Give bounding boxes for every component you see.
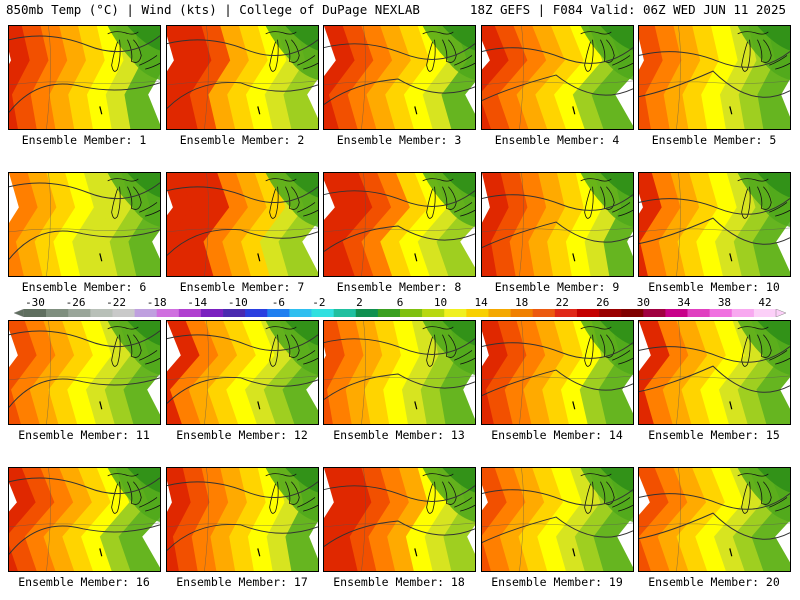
colorbar-segment — [643, 309, 666, 317]
colorbar-segment — [444, 309, 467, 317]
ensemble-map-panel — [166, 467, 319, 572]
colorbar-segment — [289, 309, 312, 317]
ensemble-map-panel — [8, 25, 161, 130]
ensemble-map-panel — [166, 25, 319, 130]
ensemble-member-label: Ensemble Member: 13 — [333, 428, 465, 442]
ensemble-member-label: Ensemble Member: 1 — [21, 133, 147, 147]
colorbar-segment — [245, 309, 268, 317]
ensemble-map-panel — [481, 467, 634, 572]
colorbar-tick-label: 42 — [758, 296, 772, 309]
colorbar-segment — [709, 309, 733, 317]
colorbar-tick-label: 10 — [433, 296, 448, 309]
colorbar-segment — [90, 309, 113, 317]
colorbar-segment — [621, 309, 644, 317]
ensemble-member-label: Ensemble Member: 15 — [648, 428, 780, 442]
model-run-info: 18Z GEFS | F084 Valid: 06Z WED JUN 11 20… — [469, 2, 786, 17]
ensemble-member-label: Ensemble Member: 3 — [336, 133, 462, 147]
colorbar-segment — [422, 309, 445, 317]
colorbar-tick-labels: -30 -26 -22 -18 -14 -10 -6 -2 2 6 10 14 18 22 26 30 34 38… — [0, 296, 800, 309]
temperature-colorbar — [14, 309, 786, 317]
ensemble-member-label: Ensemble Member: 4 — [494, 133, 620, 147]
ensemble-map-panel — [8, 467, 161, 572]
ensemble-map-panel — [638, 172, 791, 277]
colorbar-tick-label: -18 — [146, 296, 167, 309]
colorbar-tick-label: -22 — [106, 296, 127, 309]
ensemble-member-label: Ensemble Member: 16 — [18, 575, 150, 589]
colorbar-segment — [200, 309, 224, 317]
ensemble-map-panel — [323, 320, 476, 425]
colorbar-tick-label: -30 — [25, 296, 45, 309]
ensemble-member-label: Ensemble Member: 6 — [21, 280, 147, 294]
colorbar-segment — [24, 309, 47, 317]
colorbar-segment — [687, 309, 710, 317]
ensemble-map-panel — [166, 172, 319, 277]
ensemble-map-panel — [481, 320, 634, 425]
colorbar-tick-label: 6 — [396, 296, 404, 309]
ensemble-member-label: Ensemble Member: 11 — [18, 428, 150, 442]
colorbar-tick-label: -14 — [187, 296, 208, 309]
colorbar-tick-label: -2 — [312, 296, 326, 309]
ensemble-member-label: Ensemble Member: 20 — [648, 575, 780, 589]
ensemble-member-label: Ensemble Member: 5 — [651, 133, 777, 147]
ensemble-map-panel — [166, 320, 319, 425]
ensemble-map-panel — [323, 172, 476, 277]
colorbar-segment — [68, 309, 91, 317]
colorbar-segment — [599, 309, 622, 317]
colorbar-tick-label: 38 — [717, 296, 732, 309]
ensemble-map-panel — [8, 172, 161, 277]
ensemble-member-label: Ensemble Member: 10 — [648, 280, 780, 294]
colorbar-segment — [731, 309, 755, 317]
colorbar-segment — [156, 309, 180, 317]
colorbar-segment — [510, 309, 534, 317]
colorbar-segment — [665, 309, 688, 317]
ensemble-member-label: Ensemble Member: 17 — [176, 575, 308, 589]
ensemble-member-label: Ensemble Member: 14 — [491, 428, 623, 442]
colorbar-segment — [223, 309, 246, 317]
ensemble-map-panel — [638, 467, 791, 572]
ensemble-map-panel — [638, 25, 791, 130]
map-title: 850mb Temp (°C) | Wind (kts) | College o… — [6, 2, 420, 17]
ensemble-member-label: Ensemble Member: 19 — [491, 575, 623, 589]
colorbar-right-arrow — [775, 309, 786, 317]
colorbar-tick-label: 2 — [356, 296, 363, 309]
colorbar-segment — [355, 309, 379, 317]
colorbar-segment — [488, 309, 511, 317]
colorbar-segment — [267, 309, 290, 317]
ensemble-map-panel — [638, 320, 791, 425]
ensemble-map-panel — [323, 25, 476, 130]
colorbar-tick-label: 18 — [515, 296, 529, 309]
colorbar-segment — [377, 309, 401, 317]
colorbar-segment — [576, 309, 600, 317]
ensemble-member-label: Ensemble Member: 12 — [176, 428, 308, 442]
colorbar-tick-label: 26 — [596, 296, 610, 309]
ensemble-map-panel — [481, 25, 634, 130]
ensemble-map-panel — [481, 172, 634, 277]
colorbar-segment — [400, 309, 423, 317]
colorbar-tick-label: 22 — [555, 296, 569, 309]
ensemble-member-label: Ensemble Member: 2 — [179, 133, 305, 147]
colorbar-segment — [333, 309, 357, 317]
colorbar-segment — [311, 309, 334, 317]
colorbar-tick-label: -26 — [65, 296, 86, 309]
colorbar-segment — [112, 309, 135, 317]
colorbar-segment — [134, 309, 158, 317]
colorbar-segment — [554, 309, 578, 317]
colorbar-tick-label: 14 — [474, 296, 488, 309]
colorbar-left-arrow — [14, 309, 25, 317]
colorbar-tick-label: -6 — [271, 296, 285, 309]
colorbar-segment — [532, 309, 556, 317]
colorbar-segment — [753, 309, 777, 317]
colorbar-tick-label: -10 — [227, 296, 248, 309]
colorbar-segment — [46, 309, 69, 317]
colorbar-segment — [178, 309, 202, 317]
ensemble-member-label: Ensemble Member: 18 — [333, 575, 465, 589]
ensemble-member-label: Ensemble Member: 7 — [179, 280, 305, 294]
colorbar-segment — [466, 309, 489, 317]
ensemble-member-label: Ensemble Member: 8 — [336, 280, 462, 294]
colorbar-tick-label: 34 — [677, 296, 691, 309]
colorbar-tick-label: 30 — [636, 296, 650, 309]
ensemble-map-panel — [8, 320, 161, 425]
ensemble-member-label: Ensemble Member: 9 — [494, 280, 620, 294]
ensemble-map-panel — [323, 467, 476, 572]
